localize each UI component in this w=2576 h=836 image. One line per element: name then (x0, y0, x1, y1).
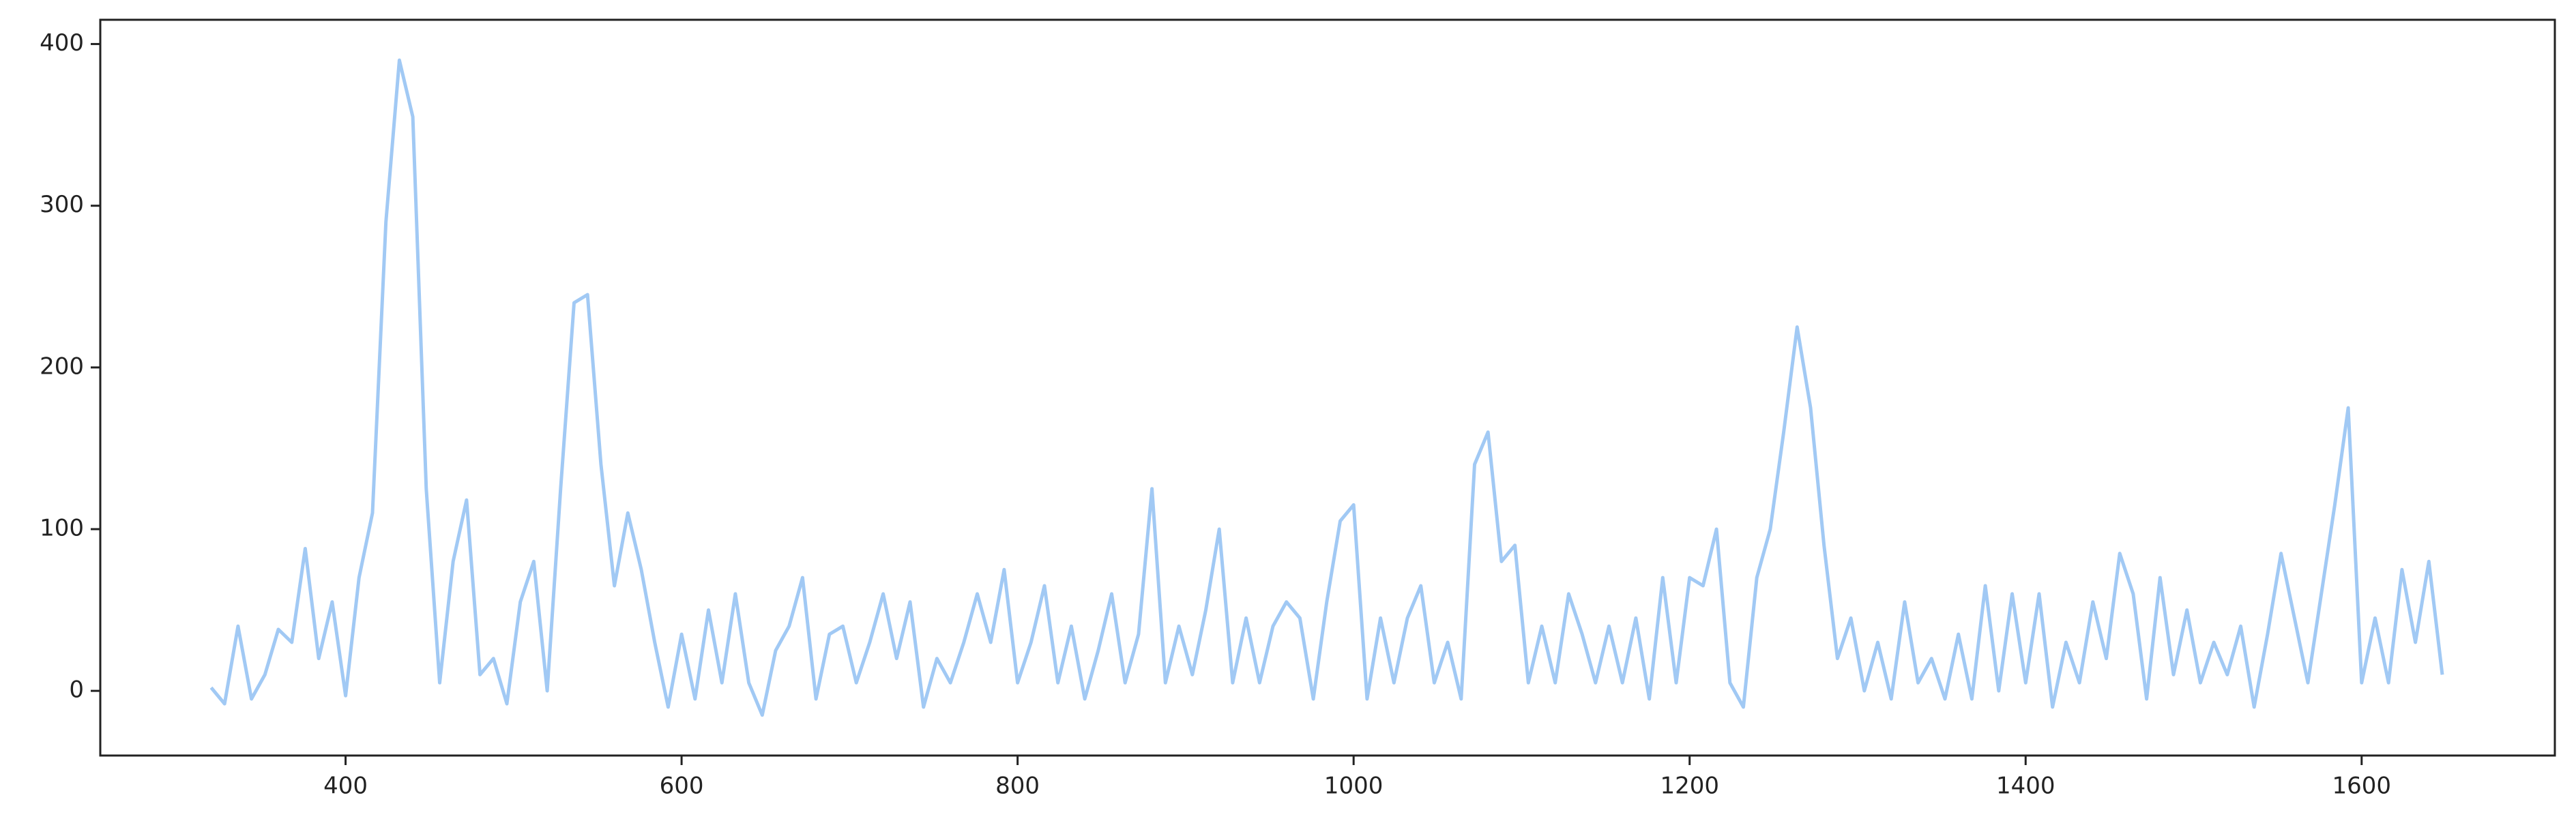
y-tick-label: 400 (40, 29, 84, 57)
y-tick-label: 200 (40, 353, 84, 380)
x-tick-label: 600 (660, 773, 704, 800)
y-tick-label: 0 (69, 676, 84, 704)
y-tick-label: 100 (40, 515, 84, 542)
x-tick-label: 1200 (1660, 773, 1719, 800)
x-tick-label: 1600 (2332, 773, 2392, 800)
y-tick-label: 300 (40, 191, 84, 218)
x-tick-label: 1400 (1996, 773, 2055, 800)
x-tick-label: 800 (995, 773, 1040, 800)
x-tick-label: 1000 (1324, 773, 1384, 800)
x-tick-label: 400 (323, 773, 368, 800)
data-line (209, 58, 2444, 717)
plot-frame (99, 18, 2556, 757)
